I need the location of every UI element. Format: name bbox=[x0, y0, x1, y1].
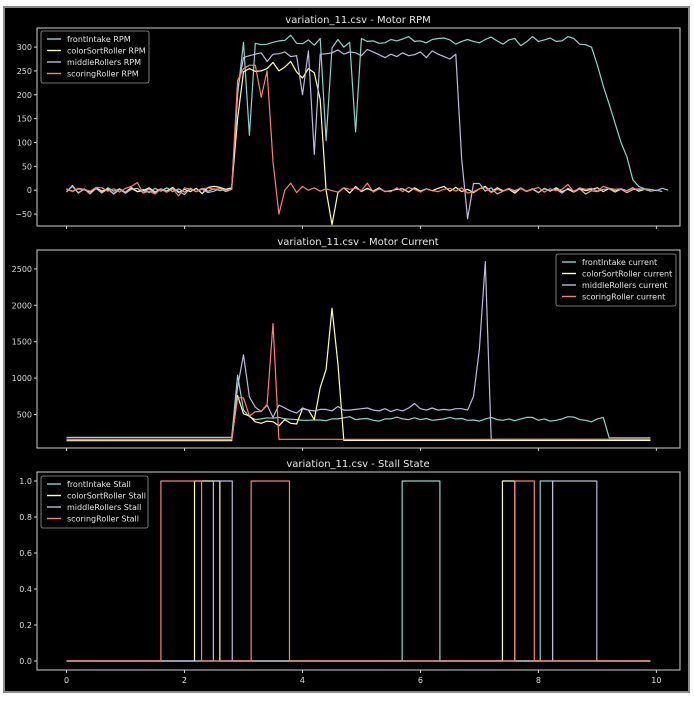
ytick-label: 200 bbox=[17, 91, 32, 100]
legend: frontIntake RPM colorSortRoller RPM middle… bbox=[40, 30, 150, 84]
axes-spine bbox=[36, 249, 681, 449]
ytick-label: 50 bbox=[22, 162, 32, 171]
xtick-label: 10 bbox=[651, 676, 661, 685]
series-line bbox=[66, 480, 651, 662]
rpm-axes: variation_11.csv - Motor RPM −50 0 50 100 15… bbox=[15, 15, 681, 229]
series-line bbox=[66, 480, 651, 662]
ytick-label: 1500 bbox=[12, 338, 32, 347]
legend-label: scoringRoller current bbox=[582, 293, 665, 302]
series-line bbox=[66, 307, 651, 442]
xtick-label: 8 bbox=[536, 676, 541, 685]
legend: frontIntake Stall colorSortRoller Stall mi… bbox=[40, 475, 149, 529]
legend: frontIntake current colorSortRoller curre… bbox=[555, 253, 677, 307]
current-axes: variation_11.csv - Motor Current 500 1000… bbox=[12, 237, 681, 451]
legend-label: middleRollers current bbox=[582, 281, 668, 290]
ytick-label: 500 bbox=[17, 411, 32, 420]
ytick-label: −50 bbox=[15, 210, 32, 219]
legend-label: frontIntake current bbox=[582, 258, 657, 267]
legend-label: scoringRoller RPM bbox=[67, 70, 139, 79]
xtick-label: 6 bbox=[418, 676, 423, 685]
ytick-label: 0.8 bbox=[19, 513, 32, 522]
ytick-label: 100 bbox=[17, 139, 32, 148]
legend-label: frontIntake Stall bbox=[67, 480, 131, 489]
series-line bbox=[66, 480, 651, 662]
series-line bbox=[66, 480, 651, 662]
legend-label: middleRollers Stall bbox=[67, 503, 141, 512]
axes-spine bbox=[36, 27, 681, 227]
ytick-label: 0.0 bbox=[19, 657, 32, 666]
ytick-label: 300 bbox=[17, 43, 32, 52]
ytick-label: 0.4 bbox=[19, 585, 32, 594]
legend-label: frontIntake RPM bbox=[67, 35, 131, 44]
series-line bbox=[66, 322, 651, 440]
series-line bbox=[66, 374, 651, 439]
stall-chart-title: variation_11.csv - Stall State bbox=[286, 459, 429, 470]
xtick-label: 2 bbox=[182, 676, 187, 685]
legend-label: colorSortRoller RPM bbox=[67, 47, 146, 56]
series-line bbox=[66, 34, 669, 194]
figure-frame bbox=[3, 6, 690, 693]
ytick-label: 2000 bbox=[12, 301, 32, 310]
ytick-label: 1000 bbox=[12, 374, 32, 383]
ytick-label: 250 bbox=[17, 67, 32, 76]
legend-label: scoringRoller Stall bbox=[67, 515, 139, 524]
xtick-label: 0 bbox=[64, 676, 69, 685]
legend-label: colorSortRoller current bbox=[582, 270, 672, 279]
rpm-chart-title: variation_11.csv - Motor RPM bbox=[285, 15, 430, 26]
legend-label: colorSortRoller Stall bbox=[67, 492, 146, 501]
legend-label: middleRollers RPM bbox=[67, 58, 141, 67]
ytick-label: 0.2 bbox=[19, 621, 32, 630]
ytick-label: 1.0 bbox=[19, 477, 32, 486]
ytick-label: 0.6 bbox=[19, 549, 32, 558]
ytick-label: 0 bbox=[27, 186, 32, 195]
axes-spine bbox=[36, 471, 681, 671]
xtick-label: 4 bbox=[300, 676, 305, 685]
ytick-label: 2500 bbox=[12, 265, 32, 274]
current-chart-title: variation_11.csv - Motor Current bbox=[277, 237, 438, 248]
stall-axes: variation_11.csv - Stall State 0.0 0.2 0.4… bbox=[19, 459, 681, 685]
series-line bbox=[66, 64, 651, 215]
ytick-label: 150 bbox=[17, 115, 32, 124]
